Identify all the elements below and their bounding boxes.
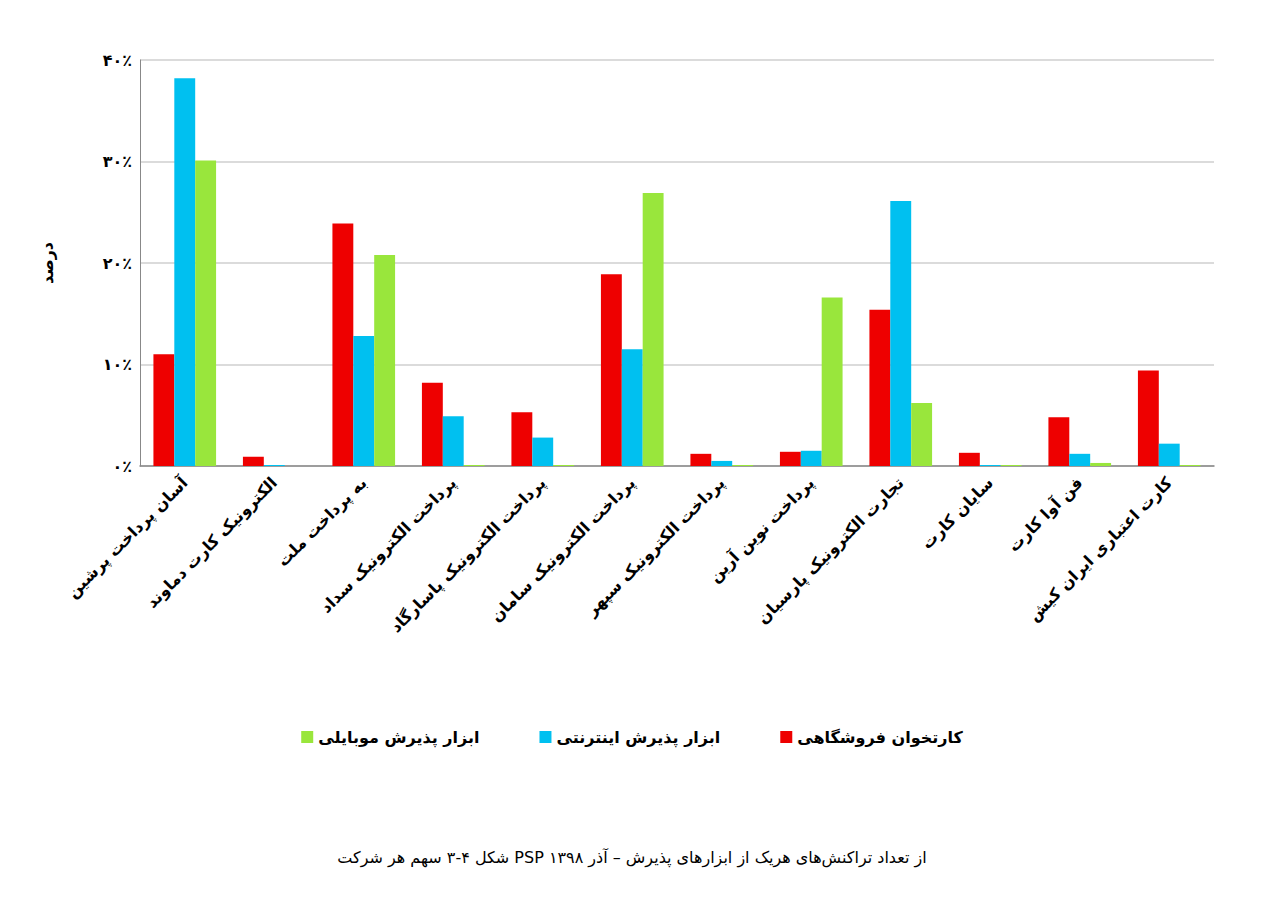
svg-text:پرداخت نوین آرین: پرداخت نوین آرین — [705, 473, 818, 587]
svg-text:پرداخت الکترونیک سامان: پرداخت الکترونیک سامان — [487, 473, 640, 626]
svg-text:۴۰٪: ۴۰٪ — [103, 51, 132, 70]
svg-text:شکل ۴-۳ سهم هر شرکت PSP از تعد: شکل ۴-۳ سهم هر شرکت PSP از تعداد تراکنش‌… — [337, 848, 926, 868]
svg-text:سایان کارت: سایان کارت — [917, 473, 997, 553]
svg-text:۱۰٪: ۱۰٪ — [103, 355, 132, 374]
svg-text:به پرداخت ملت: به پرداخت ملت — [273, 473, 371, 571]
svg-text:۲۰٪: ۲۰٪ — [103, 254, 132, 273]
svg-text:۳۰٪: ۳۰٪ — [103, 152, 132, 171]
svg-text:پرداخت الکترونیک پاسارگاد: پرداخت الکترونیک پاسارگاد — [386, 473, 550, 637]
svg-text:پرداخت الکترونیک سپهر: پرداخت الکترونیک سپهر — [581, 473, 729, 621]
svg-text:آسان پرداخت پرشین: آسان پرداخت پرشین — [63, 473, 192, 602]
svg-text:ابزار پذیرش اینترنتی: ابزار پذیرش اینترنتی — [556, 728, 720, 748]
svg-text:ابزار پذیرش موبایلی: ابزار پذیرش موبایلی — [318, 728, 479, 748]
svg-text:پرداخت الکترونیک سداد: پرداخت الکترونیک سداد — [316, 473, 460, 617]
svg-text:۰٪: ۰٪ — [112, 457, 132, 476]
svg-text:الکترونیک کارت دماوند: الکترونیک کارت دماوند — [142, 473, 281, 612]
svg-text:فن آوا کارت: فن آوا کارت — [1003, 473, 1086, 556]
svg-text:تجارت الکترونیک پارسیان: تجارت الکترونیک پارسیان — [753, 473, 908, 628]
svg-text:کارت اعتباری ایران کیش: کارت اعتباری ایران کیش — [1024, 473, 1176, 625]
svg-text:درصد: درصد — [38, 242, 57, 284]
svg-text:کارتخوان فروشگاهی: کارتخوان فروشگاهی — [797, 728, 963, 747]
